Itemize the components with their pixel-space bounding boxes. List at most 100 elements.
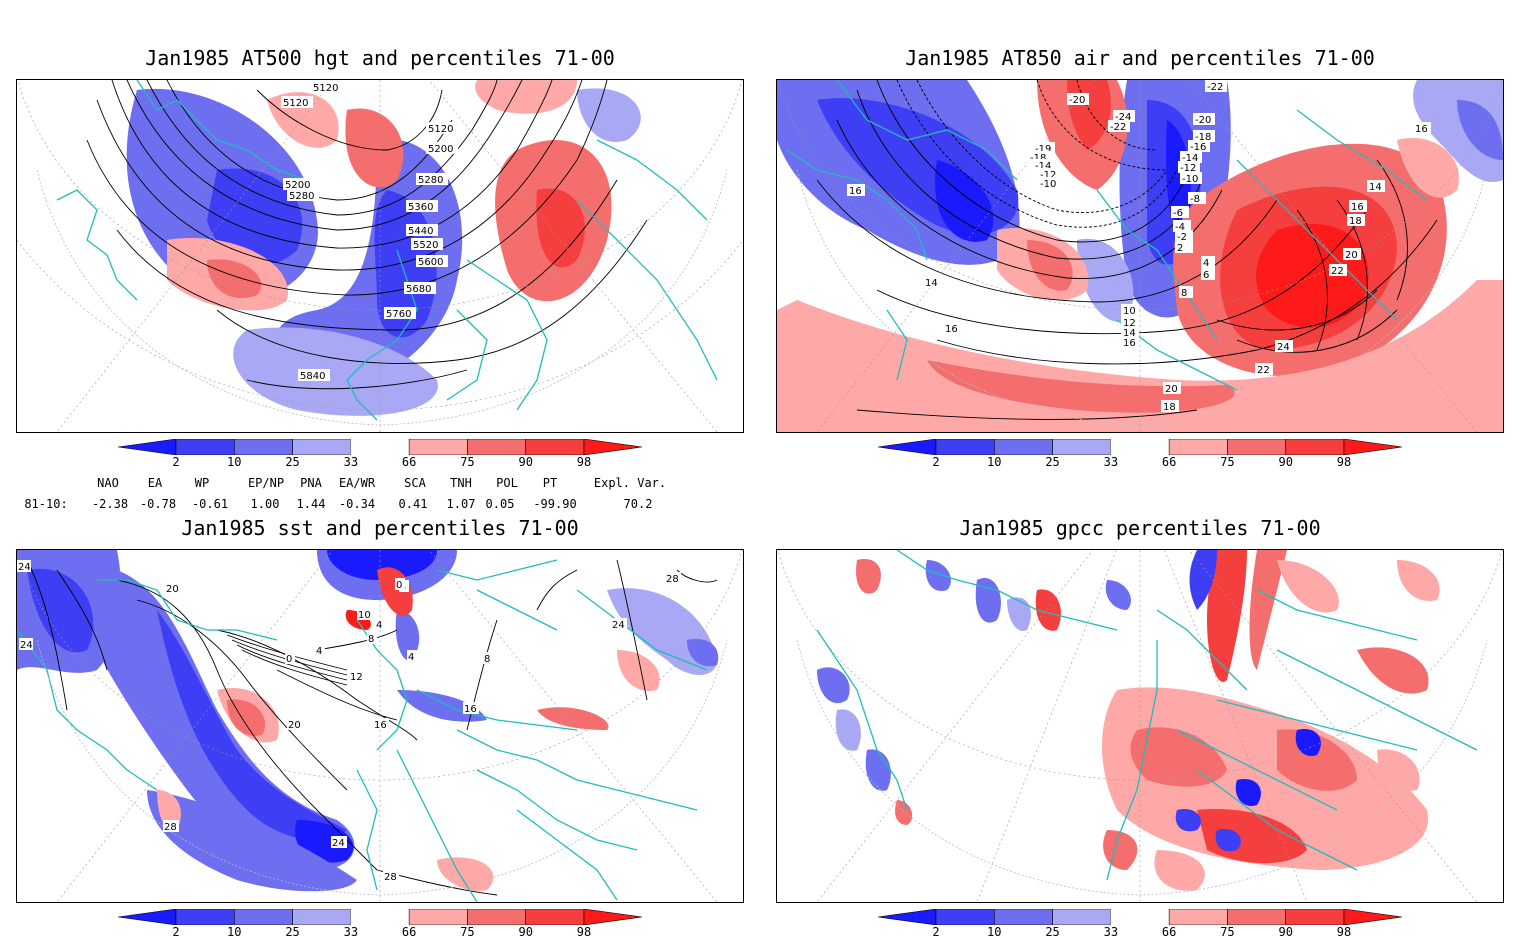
contour-label: 5440 — [406, 224, 438, 237]
contour-label: -16 — [1188, 140, 1210, 153]
contour-label: 16 — [1121, 336, 1139, 349]
colorbar-tick-label: 90 — [518, 925, 533, 939]
svg-text:12: 12 — [1123, 318, 1136, 329]
percentile-shading — [817, 550, 1440, 891]
svg-text:5120: 5120 — [428, 124, 453, 135]
contour-label: 20 — [1343, 248, 1361, 261]
svg-text:-18: -18 — [1195, 132, 1211, 143]
colorbar-tick-label: 90 — [1278, 925, 1293, 939]
colorbar-tick-label: 66 — [1161, 925, 1177, 939]
colorbar-bin — [583, 908, 643, 926]
indices-header-row: NAO EA WP EP/NP PNA EA/WR SCA TNH POL PT… — [0, 476, 760, 490]
index-header: Expl. Var. — [593, 476, 667, 490]
svg-text:16: 16 — [374, 720, 387, 731]
colorbar-tick-label: 10 — [987, 455, 1002, 469]
contour-label: 14 — [1121, 326, 1139, 339]
contour-label: 24 — [1275, 340, 1293, 353]
svg-text:20: 20 — [1345, 250, 1358, 261]
svg-text:16: 16 — [1351, 202, 1364, 213]
contour-label: 5120 — [281, 96, 313, 109]
contour-label: 5600 — [416, 255, 448, 268]
svg-text:5760: 5760 — [386, 309, 411, 320]
svg-text:5520: 5520 — [413, 240, 438, 251]
contour-label: 16 — [463, 702, 479, 715]
index-value: -0.78 — [139, 497, 177, 511]
svg-text:16: 16 — [1123, 338, 1136, 349]
contour-label: -22 — [1205, 80, 1227, 93]
contour-label: -8 — [1188, 192, 1206, 205]
svg-text:-16: -16 — [1190, 142, 1206, 153]
index-value: -0.34 — [338, 497, 376, 511]
svg-text:-6: -6 — [1173, 208, 1183, 219]
svg-text:10: 10 — [358, 610, 371, 621]
indices-value-row: 81-10: -2.38 -0.78 -0.61 1.00 1.44 -0.34… — [0, 497, 760, 511]
index-value: -2.38 — [91, 497, 129, 511]
contour-label: 5200 — [426, 142, 458, 155]
contour-label: 5840 — [298, 369, 330, 382]
index-header: PNA — [300, 476, 322, 490]
colorbar-tick-label: 98 — [1336, 455, 1352, 469]
contour-label: 24 — [611, 618, 627, 631]
colorbar-tick-label: 2 — [172, 925, 180, 939]
colorbar-bin — [350, 439, 410, 455]
contour-label: 4 — [315, 644, 325, 657]
contour-label: 5520 — [411, 238, 443, 251]
colorbar-bin — [935, 438, 995, 456]
svg-text:18: 18 — [1163, 402, 1176, 413]
index-header: POL — [496, 476, 518, 490]
colorbar-tick-label: 98 — [576, 925, 592, 939]
contour-label: 22 — [1329, 264, 1347, 277]
contour-label: 5280 — [287, 189, 319, 202]
domain-edge — [796, 169, 1488, 426]
colorbar-tick-label: 10 — [227, 925, 242, 939]
contour-label: -14 — [1180, 151, 1202, 164]
colorbar-tick-label: 25 — [1045, 925, 1060, 939]
svg-text:28: 28 — [666, 574, 679, 585]
colorbar-bin — [292, 908, 352, 926]
colorbar-tick-label: 33 — [343, 455, 359, 469]
colorbar-bin — [525, 438, 585, 456]
map-gpcc — [776, 549, 1504, 903]
svg-text:4: 4 — [316, 646, 322, 657]
svg-text:-22: -22 — [1207, 82, 1223, 93]
contour-label: 16 — [1413, 122, 1431, 135]
colorbar-tick-label: 98 — [1336, 925, 1352, 939]
contour-label: 24 — [19, 638, 33, 651]
colorbar-tick-label: 10 — [987, 925, 1002, 939]
colorbar-tick-label: 2 — [172, 455, 180, 469]
colorbar-sst: 2 10 25 33 66 75 90 98 — [117, 908, 643, 939]
map-air850: -20 -22 -24 -22 -20 -18 -16 -14 -12 -10 … — [776, 79, 1504, 433]
svg-text:16: 16 — [464, 704, 477, 715]
contour-label: 16 — [1349, 200, 1367, 213]
coastlines — [786, 80, 1428, 391]
svg-text:5120: 5120 — [283, 98, 308, 109]
index-header: SCA — [404, 476, 426, 490]
contour-label: 5760 — [384, 307, 416, 320]
svg-text:6: 6 — [1203, 270, 1209, 281]
svg-text:-12: -12 — [1040, 170, 1056, 181]
svg-text:-22: -22 — [1110, 122, 1126, 133]
contour-label: 6 — [1201, 268, 1215, 281]
svg-text:-20: -20 — [1195, 115, 1211, 126]
contour-labels: 24 20 24 10 4 0 4 0 8 4 12 16 20 24 28 1… — [17, 560, 681, 883]
contour-label: 14 — [923, 276, 941, 289]
colorbar-bin — [1227, 438, 1287, 456]
contour-label: 8 — [1179, 286, 1193, 299]
colorbar-bin — [583, 438, 643, 456]
contour-label: -20 — [1067, 93, 1089, 106]
contour-label: 20 — [287, 718, 303, 731]
contour-label: -4 — [1173, 220, 1191, 233]
index-header: EP/NP — [247, 476, 285, 490]
contour-label: 12 — [349, 670, 365, 683]
panel-title-air850: Jan1985 AT850 air and percentiles 71-00 — [905, 46, 1375, 70]
svg-text:5440: 5440 — [408, 226, 433, 237]
index-value: 1.00 — [250, 497, 280, 511]
colorbar-bin — [467, 438, 527, 456]
contour-label: 5200 — [283, 178, 315, 191]
svg-text:24: 24 — [18, 562, 31, 573]
colorbar-bin — [175, 438, 235, 456]
colorbar-air850: 2 10 25 33 66 75 90 98 — [877, 438, 1403, 471]
graticule — [777, 80, 1503, 432]
colorbar-swatches — [877, 908, 1403, 926]
svg-text:24: 24 — [20, 640, 33, 651]
